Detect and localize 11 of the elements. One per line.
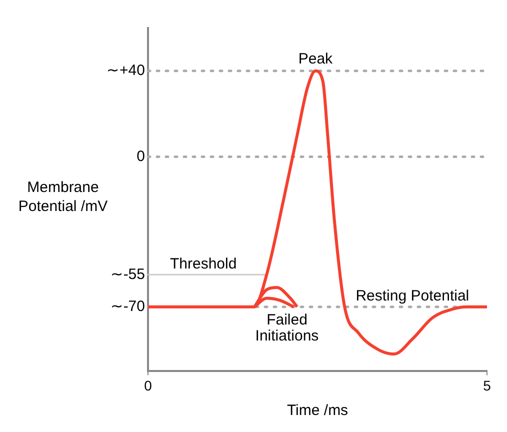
- y-tick-label: ∼+40: [106, 62, 145, 80]
- ref-line-label: Resting Potential: [356, 287, 470, 304]
- ref-line-label: Threshold: [170, 255, 237, 272]
- annotation: Peak: [298, 50, 334, 68]
- y-axis-title: Membrane Potential /mV: [17, 178, 109, 216]
- x-axis-title: Time /ms: [286, 402, 348, 420]
- annotation: Failed Initiations: [255, 311, 319, 344]
- x-tick-label: 5: [483, 377, 492, 394]
- y-tick-label: ∼-55: [110, 266, 145, 283]
- y-tick-label: 0: [136, 148, 145, 165]
- y-tick-label: ∼-70: [110, 298, 145, 315]
